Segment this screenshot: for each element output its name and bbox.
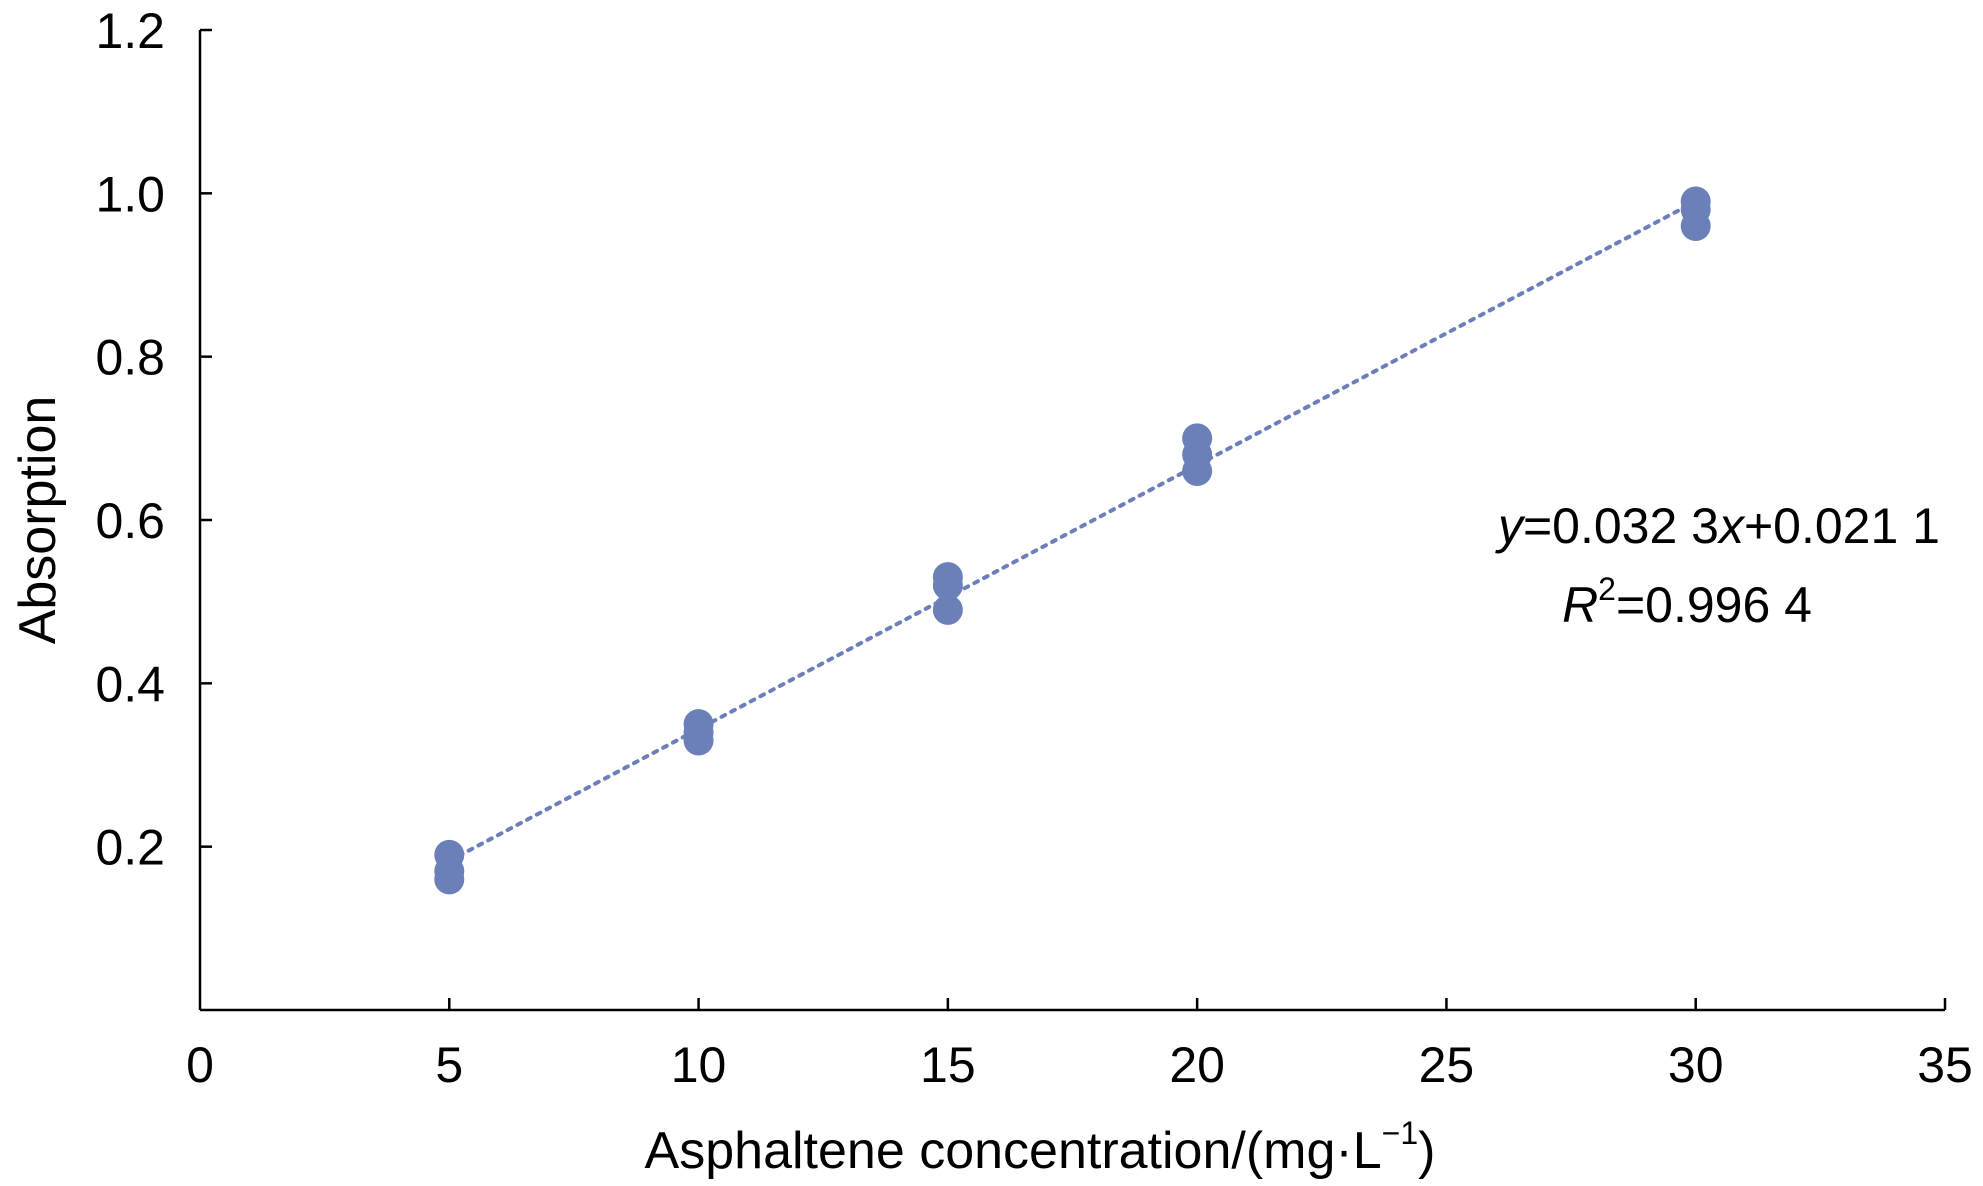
- r-squared-superscript: 2: [1598, 571, 1616, 607]
- y-tick-label: 0.4: [95, 656, 165, 712]
- x-axis-title: Asphaltene concentration/(mg·L−1): [645, 1115, 1436, 1180]
- data-point: [1182, 423, 1213, 454]
- regression-equation: y=0.032 3x+0.021 1: [1495, 498, 1940, 554]
- data-point: [932, 594, 963, 625]
- trendline-group: [447, 199, 1698, 863]
- x-tick-label: 20: [1169, 1037, 1225, 1093]
- x-tick-label: 25: [1419, 1037, 1475, 1093]
- y-tick-label: 0.8: [95, 330, 165, 386]
- data-points: [434, 186, 1711, 895]
- y-tick-label: 0.2: [95, 820, 165, 876]
- y-axis-title: Absorption: [9, 396, 67, 645]
- x-tick-label: 5: [435, 1037, 463, 1093]
- x-tick-label: 10: [671, 1037, 727, 1093]
- data-point: [932, 562, 963, 593]
- data-point: [434, 839, 465, 870]
- x-tick-label: 15: [920, 1037, 976, 1093]
- y-tick-label: 1.2: [95, 3, 165, 59]
- y-tick-label: 1.0: [95, 166, 165, 222]
- ticks: 0 5 10 15 20 25 30 35 0.2 0.4 0.6 0.8 1.0 1.2: [95, 3, 1972, 1093]
- data-point: [1680, 186, 1711, 217]
- trendline: [447, 199, 1698, 863]
- x-tick-label: 30: [1668, 1037, 1724, 1093]
- x-tick-label: 0: [186, 1037, 214, 1093]
- x-tick-label: 35: [1917, 1037, 1973, 1093]
- data-point: [683, 709, 714, 740]
- r-squared-label: R2=0.996 4: [1562, 571, 1812, 633]
- x-axis-title-superscript: −1: [1382, 1115, 1418, 1151]
- y-tick-label: 0.6: [95, 493, 165, 549]
